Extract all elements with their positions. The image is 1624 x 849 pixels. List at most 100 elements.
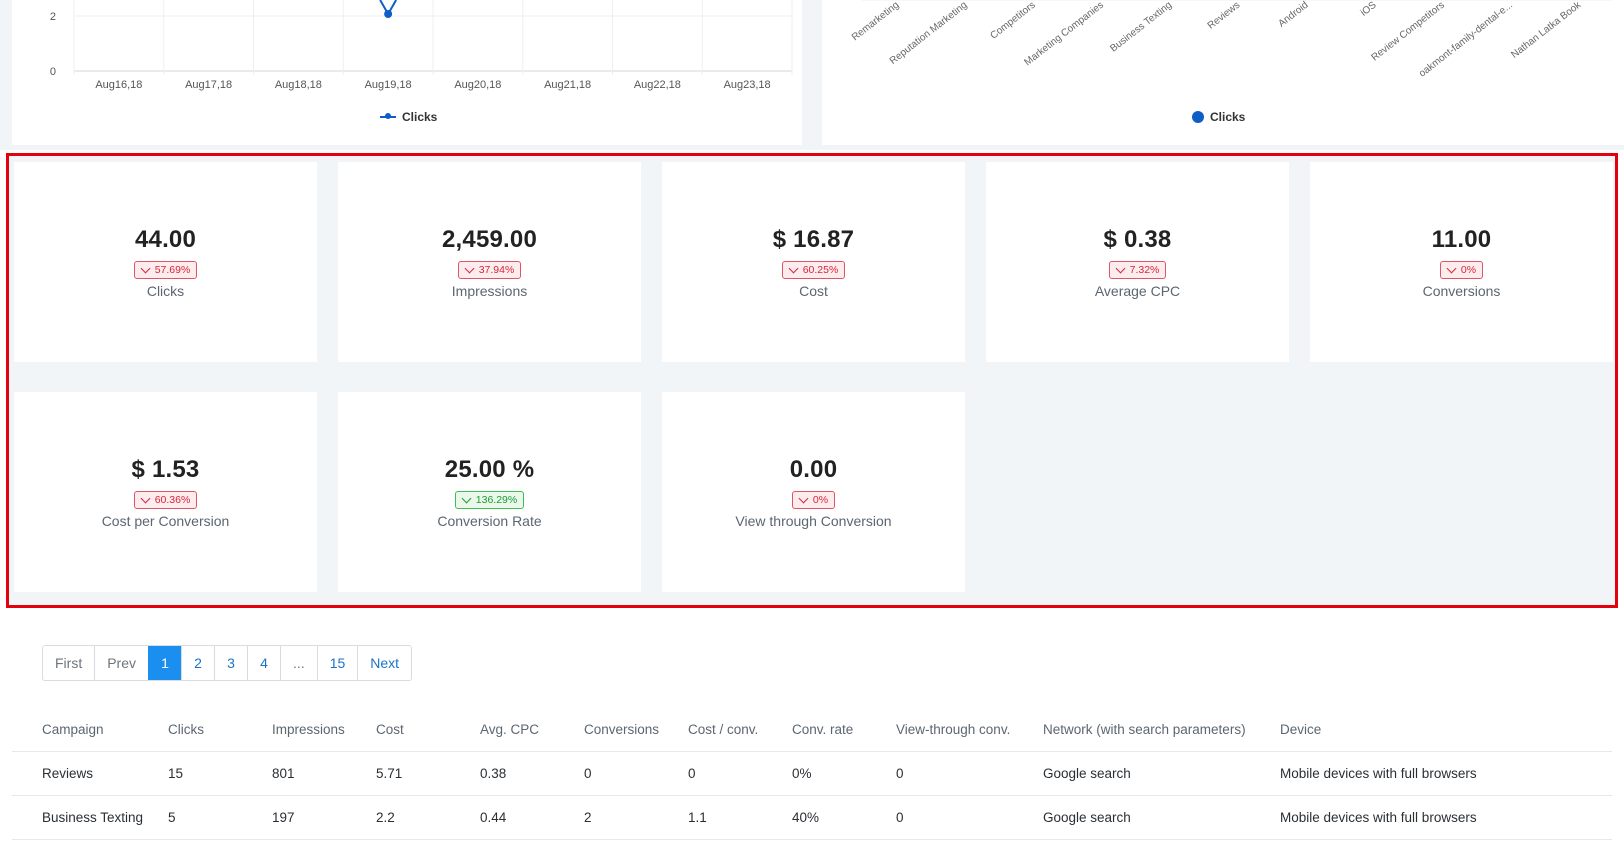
column-header[interactable]: Avg. CPC <box>480 722 540 737</box>
table-cell: 0 <box>896 766 904 781</box>
chevron-down-icon <box>798 493 809 503</box>
metric-card-average-cpc: $ 0.38 7.32% Average CPC <box>986 162 1289 362</box>
metric-change-badge: 7.32% <box>1108 260 1167 279</box>
charts-strip: 2 0 Aug16,18 Aug17,18 Aug18,18 Aug19,18 Aug20,… <box>0 0 1624 150</box>
metric-change-value: 0% <box>1460 263 1477 276</box>
table-cell: Reviews <box>42 766 94 781</box>
metric-value: $ 16.87 <box>772 225 855 253</box>
metric-value: 25.00 % <box>444 455 535 483</box>
table-cell: Google search <box>1043 810 1131 825</box>
metric-card-cost-per-conversion: $ 1.53 60.36% Cost per Conversion <box>14 392 317 592</box>
table-cell: 1.1 <box>688 810 707 825</box>
x-tick-label: Aug23,18 <box>724 79 771 91</box>
column-header[interactable]: Device <box>1280 722 1322 737</box>
bar-chart-legend[interactable]: Clicks <box>1192 110 1245 124</box>
x-tick-label: Reputation Marketing <box>888 0 970 67</box>
column-header[interactable]: Clicks <box>168 722 204 737</box>
metric-change-value: 60.25% <box>802 263 839 276</box>
metric-change-value: 0% <box>812 493 829 506</box>
x-tick-label: iOS <box>1359 0 1379 19</box>
table-cell: 5 <box>168 810 176 825</box>
table-cell: 40% <box>792 810 820 825</box>
table-cell: 0.44 <box>480 810 507 825</box>
clicks-bar-chart-card: Remarketing Reputation Marketing Competito… <box>822 0 1624 145</box>
table-row[interactable]: Business Texting 5 197 2.2 0.44 2 1.1 40… <box>12 796 1612 840</box>
x-tick-label: Aug21,18 <box>544 79 591 91</box>
clicks-data-point <box>384 10 393 18</box>
x-tick-label: Aug18,18 <box>275 79 322 91</box>
metric-value: $ 1.53 <box>131 455 200 483</box>
metric-change-value: 7.32% <box>1129 263 1160 276</box>
metric-change-value: 60.36% <box>154 493 191 506</box>
metric-value: 11.00 <box>1431 225 1492 253</box>
pagination-ellipsis: ... <box>280 646 317 680</box>
x-tick-label: Aug16,18 <box>95 79 142 91</box>
table-cell: 2.2 <box>376 810 395 825</box>
page-3-button[interactable]: 3 <box>214 646 248 680</box>
pagination: First Prev 1 2 3 4 ... 15 Next <box>42 645 413 681</box>
page-1-button[interactable]: 1 <box>148 646 182 680</box>
column-header[interactable]: Cost / conv. <box>688 722 759 737</box>
table-cell: Google search <box>1043 766 1131 781</box>
metric-change-badge: 0% <box>1439 260 1484 279</box>
metric-label: Impressions <box>451 282 528 299</box>
metric-label: Conversion Rate <box>437 512 542 529</box>
line-chart-legend-label: Clicks <box>402 110 438 124</box>
chevron-down-icon <box>140 263 151 273</box>
metric-card-impressions: 2,459.00 37.94% Impressions <box>338 162 641 362</box>
column-header[interactable]: Campaign <box>42 722 104 737</box>
table-cell: 0% <box>792 766 812 781</box>
column-header[interactable]: View-through conv. <box>896 722 1011 737</box>
metric-value: 2,459.00 <box>441 225 538 253</box>
metric-change-badge: 57.69% <box>133 260 198 279</box>
column-header[interactable]: Conv. rate <box>792 722 854 737</box>
metric-label: View through Conversion <box>735 512 892 529</box>
page-4-button[interactable]: 4 <box>247 646 281 680</box>
chevron-down-icon <box>1446 263 1457 273</box>
column-header[interactable]: Impressions <box>272 722 345 737</box>
x-tick-label: Aug17,18 <box>185 79 232 91</box>
prev-page-button[interactable]: Prev <box>94 646 149 680</box>
metric-change-badge: 0% <box>791 490 836 509</box>
metric-change-badge: 60.36% <box>133 490 198 509</box>
y-tick-label: 2 <box>50 11 56 23</box>
metric-label: Average CPC <box>1094 282 1181 299</box>
column-header[interactable]: Conversions <box>584 722 660 737</box>
bar-chart-legend-label: Clicks <box>1210 110 1246 124</box>
metric-label: Cost <box>799 282 828 299</box>
metric-change-badge: 37.94% <box>457 260 522 279</box>
column-header[interactable]: Network (with search parameters) <box>1043 722 1246 737</box>
x-tick-label: Reviews <box>1206 0 1243 32</box>
line-chart-legend[interactable]: Clicks <box>380 110 437 124</box>
metric-value: 44.00 <box>134 225 197 253</box>
page-15-button[interactable]: 15 <box>316 646 358 680</box>
metric-card-clicks: 44.00 57.69% Clicks <box>14 162 317 362</box>
table-cell: Business Texting <box>42 810 144 825</box>
x-tick-label: Aug20,18 <box>454 79 501 91</box>
y-tick-label: 0 <box>50 66 56 78</box>
table-header-row: Campaign Clicks Impressions Cost Avg. CP… <box>12 710 1612 752</box>
x-tick-label: Aug22,18 <box>634 79 681 91</box>
next-page-button[interactable]: Next <box>357 646 412 680</box>
metric-change-value: 57.69% <box>154 263 191 276</box>
metric-card-conversions: 11.00 0% Conversions <box>1310 162 1613 362</box>
metric-value: $ 0.38 <box>1103 225 1172 253</box>
first-page-button[interactable]: First <box>43 646 95 680</box>
legend-dot-icon <box>1192 111 1204 123</box>
campaign-table: Campaign Clicks Impressions Cost Avg. CP… <box>12 710 1612 840</box>
x-tick-label: Remarketing <box>850 0 901 43</box>
metric-card-conversion-rate: 25.00 % 136.29% Conversion Rate <box>338 392 641 592</box>
metric-change-badge: 60.25% <box>781 260 846 279</box>
page-2-button[interactable]: 2 <box>181 646 215 680</box>
chevron-down-icon <box>788 263 799 273</box>
column-header[interactable]: Cost <box>376 722 404 737</box>
metric-card-view-through-conversion: 0.00 0% View through Conversion <box>662 392 965 592</box>
table-cell: 197 <box>272 810 295 825</box>
table-row[interactable]: Reviews 15 801 5.71 0.38 0 0 0% 0 Google… <box>12 752 1612 796</box>
table-cell: 801 <box>272 766 295 781</box>
table-cell: 0 <box>584 766 592 781</box>
metric-change-badge: 136.29% <box>454 490 525 509</box>
metric-label: Clicks <box>146 282 185 299</box>
metric-card-cost: $ 16.87 60.25% Cost <box>662 162 965 362</box>
x-tick-label: Business Texting <box>1108 0 1174 54</box>
